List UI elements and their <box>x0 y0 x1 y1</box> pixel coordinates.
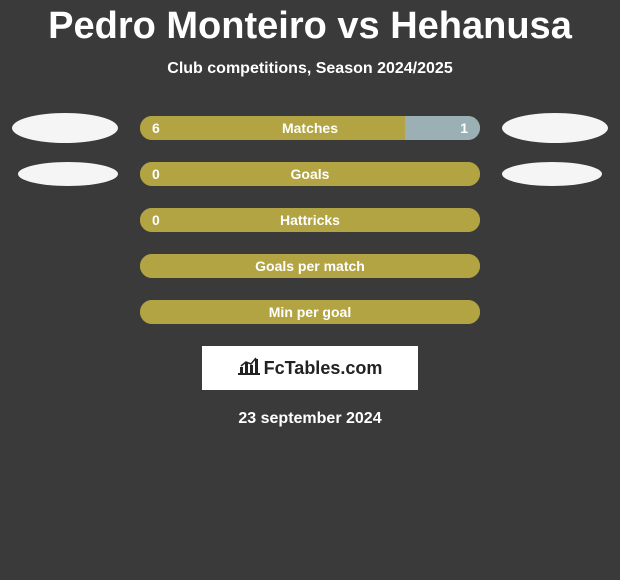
row-goals-per-match: Goals per match <box>0 254 620 278</box>
bar-mpg: Min per goal <box>140 300 480 324</box>
comparison-rows: 6 Matches 1 0 Goals 0 Hattric <box>0 116 620 324</box>
logo-text: FcTables.com <box>264 358 383 379</box>
avatar-right <box>502 113 608 143</box>
logo: FcTables.com <box>238 357 383 380</box>
row-matches: 6 Matches 1 <box>0 116 620 140</box>
bar-gpm: Goals per match <box>140 254 480 278</box>
logo-box: FcTables.com <box>202 346 418 390</box>
bar-hattricks: 0 Hattricks <box>140 208 480 232</box>
chart-icon <box>238 357 260 380</box>
bar-goals: 0 Goals <box>140 162 480 186</box>
date: 23 september 2024 <box>0 410 620 428</box>
row-min-per-goal: Min per goal <box>0 300 620 324</box>
row-goals: 0 Goals <box>0 162 620 186</box>
bar-label: Hattricks <box>140 208 480 232</box>
avatar-left <box>12 113 118 143</box>
bar-matches: 6 Matches 1 <box>140 116 480 140</box>
subtitle: Club competitions, Season 2024/2025 <box>0 60 620 78</box>
page-title: Pedro Monteiro vs Hehanusa <box>0 5 620 48</box>
bar-label: Matches <box>140 116 480 140</box>
row-hattricks: 0 Hattricks <box>0 208 620 232</box>
bar-label: Goals <box>140 162 480 186</box>
bar-label: Min per goal <box>140 300 480 324</box>
bar-label: Goals per match <box>140 254 480 278</box>
value-right: 1 <box>460 116 468 140</box>
avatar-left <box>18 162 118 186</box>
avatar-right <box>502 162 602 186</box>
comparison-infographic: Pedro Monteiro vs Hehanusa Club competit… <box>0 0 620 580</box>
